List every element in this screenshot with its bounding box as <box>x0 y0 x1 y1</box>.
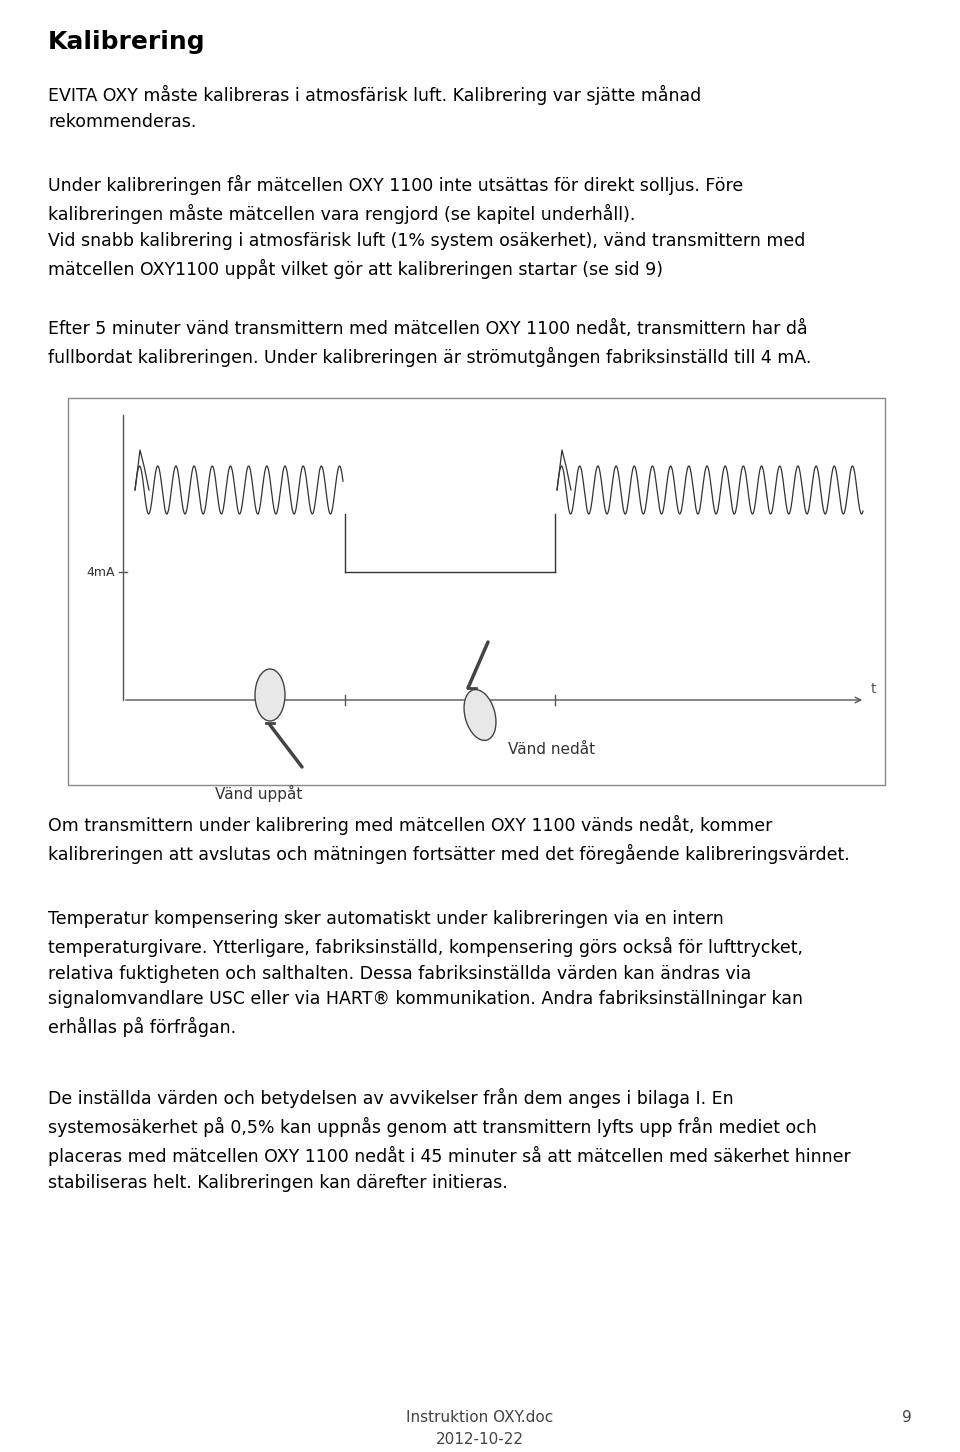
Text: Vänd uppåt: Vänd uppåt <box>215 786 302 802</box>
Text: 9: 9 <box>902 1410 912 1424</box>
Text: Temperatur kompensering sker automatiskt under kalibreringen via en intern
tempe: Temperatur kompensering sker automatiskt… <box>48 910 803 1037</box>
Text: Kalibrering: Kalibrering <box>48 30 205 54</box>
Ellipse shape <box>255 669 285 722</box>
Text: t: t <box>871 682 876 696</box>
Ellipse shape <box>464 690 496 741</box>
Text: De inställda värden och betydelsen av avvikelser från dem anges i bilaga I. En
s: De inställda värden och betydelsen av av… <box>48 1088 851 1192</box>
Text: Instruktion OXY.doc
2012-10-22: Instruktion OXY.doc 2012-10-22 <box>406 1410 554 1448</box>
Text: Om transmittern under kalibrering med mätcellen OXY 1100 vänds nedåt, kommer
kal: Om transmittern under kalibrering med mä… <box>48 815 850 864</box>
Text: 4mA: 4mA <box>86 565 115 578</box>
Bar <box>68 398 885 786</box>
Text: Vänd nedåt: Vänd nedåt <box>508 742 595 756</box>
Text: EVITA OXY måste kalibreras i atmosfärisk luft. Kalibrering var sjätte månad
reko: EVITA OXY måste kalibreras i atmosfärisk… <box>48 86 701 131</box>
Text: Efter 5 minuter vänd transmittern med mätcellen OXY 1100 nedåt, transmittern har: Efter 5 minuter vänd transmittern med mä… <box>48 319 811 367</box>
Text: Under kalibreringen får mätcellen OXY 1100 inte utsättas för direkt solljus. För: Under kalibreringen får mätcellen OXY 11… <box>48 176 805 279</box>
